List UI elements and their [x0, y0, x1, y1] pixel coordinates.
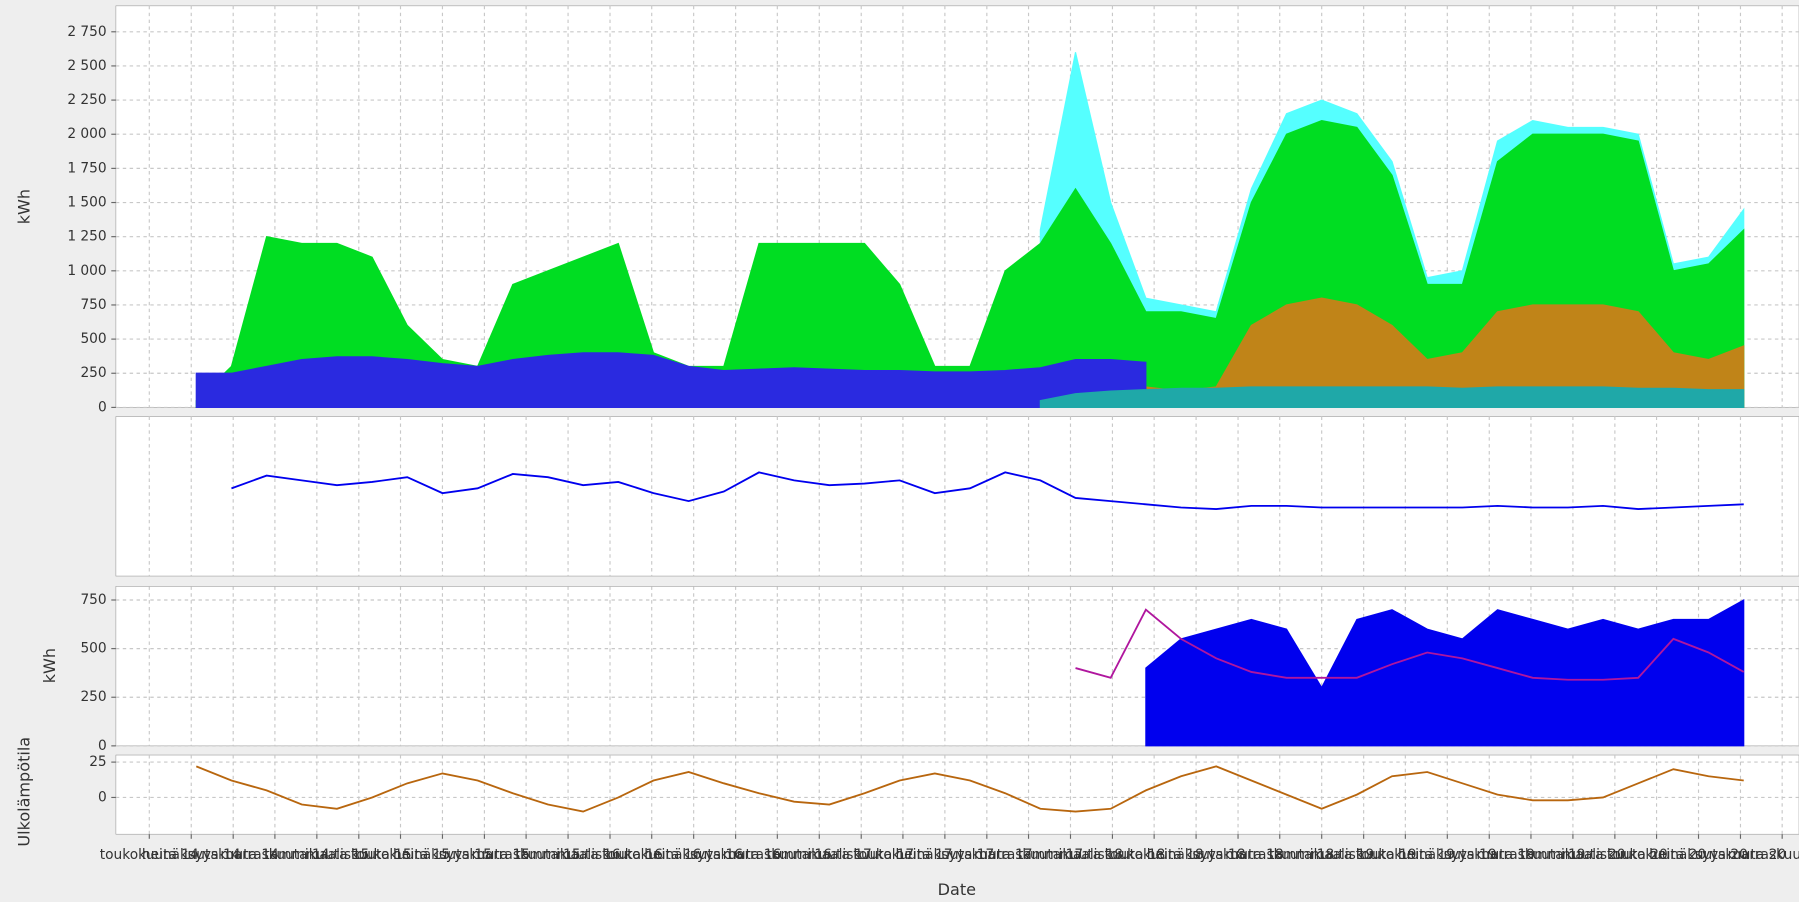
x-tick-label: marraskuuta 19 — [1476, 847, 1585, 863]
y-tick-label: 0 — [98, 399, 107, 415]
x-tick-label: tammikuuta 19 — [1269, 847, 1374, 863]
x-tick-label: toukokuuta 19 — [1356, 847, 1455, 863]
plot-area — [115, 754, 1799, 835]
x-tick-label: heinäkuuta 14 — [142, 847, 241, 863]
x-tick-label: syyskuuta 20 — [1695, 847, 1786, 863]
x-tick-label: marraskuuta 18 — [1225, 847, 1334, 863]
x-tick-label: maaliskuuta 19 — [1311, 847, 1417, 863]
x-tick-label: toukokuuta 15 — [351, 847, 450, 863]
x-tick-label: heinäkuuta 17 — [895, 847, 994, 863]
y-tick-label: 500 — [80, 331, 106, 347]
area — [1145, 599, 1745, 747]
x-tick-label: toukokuuta 20 — [1607, 847, 1706, 863]
x-tick-label: syyskuuta 17 — [941, 847, 1032, 863]
x-tick-label: heinäkuuta 19 — [1398, 847, 1497, 863]
y-axis-label: kWh — [40, 648, 59, 683]
line — [231, 471, 1744, 510]
y-tick-label: 1 750 — [67, 160, 106, 176]
y-tick-label: 750 — [80, 297, 106, 313]
x-tick-label: maaliskuuta 15 — [306, 847, 412, 863]
line — [1075, 608, 1745, 681]
x-tick-label: heinäkuuta 18 — [1147, 847, 1246, 863]
x-tick-label: tammikuuta 18 — [1018, 847, 1123, 863]
y-tick-label: 500 — [80, 641, 106, 657]
y-tick-label: 0 — [98, 738, 107, 754]
x-tick-label: tammikuuta 17 — [767, 847, 872, 863]
x-tick-label: heinäkuuta 15 — [393, 847, 492, 863]
x-tick-label: marraskuuta 16 — [723, 847, 832, 863]
x-tick-label: tammikuuta 15 — [264, 847, 369, 863]
x-tick-label: maaliskuuta 18 — [1060, 847, 1166, 863]
x-tick-label: marraskuuta 17 — [974, 847, 1083, 863]
y-tick-label: 1 250 — [67, 229, 106, 245]
y-tick-label: 2 750 — [67, 24, 106, 40]
plot-area — [115, 416, 1799, 577]
y-tick-label: 750 — [80, 592, 106, 608]
x-tick-label: maaliskuuta 20 — [1562, 847, 1668, 863]
y-tick-label: 25 — [89, 754, 106, 770]
x-tick-label: heinäkuuta 16 — [644, 847, 743, 863]
x-tick-label: marraskuuta 20 — [1728, 847, 1799, 863]
x-axis-label: Date — [938, 880, 976, 899]
x-tick-label: marraskuuta 15 — [472, 847, 581, 863]
x-tick-label: syyskuuta 19 — [1444, 847, 1535, 863]
x-tick-label: toukokuuta 16 — [602, 847, 701, 863]
y-tick-label: 250 — [80, 365, 106, 381]
y-axis-label: Ulkolämpötila — [15, 737, 34, 847]
x-tick-label: toukokuuta 18 — [1105, 847, 1204, 863]
y-tick-label: 2 250 — [67, 92, 106, 108]
x-tick-label: syyskuuta 18 — [1192, 847, 1283, 863]
y-tick-label: 1 500 — [67, 195, 106, 211]
x-tick-label: syyskuuta 16 — [690, 847, 781, 863]
y-tick-label: 1 000 — [67, 263, 106, 279]
x-tick-label: toukokuuta 17 — [853, 847, 952, 863]
x-tick-label: toukokuuta 14 — [100, 847, 199, 863]
area — [195, 352, 1147, 408]
area — [1039, 386, 1745, 408]
x-tick-label: tammikuuta 16 — [516, 847, 621, 863]
x-tick-label: heinäkuuta 20 — [1649, 847, 1748, 863]
x-tick-label: maaliskuuta 17 — [808, 847, 914, 863]
y-tick-label: 250 — [80, 689, 106, 705]
x-tick-label: marraskuuta 14 — [220, 847, 329, 863]
x-tick-label: tammikuuta 20 — [1520, 847, 1625, 863]
x-tick-label: maaliskuuta 16 — [557, 847, 663, 863]
x-tick-label: syyskuuta 15 — [439, 847, 530, 863]
y-axis-label: kWh — [15, 189, 34, 224]
y-tick-label: 2 000 — [67, 126, 106, 142]
y-tick-label: 0 — [98, 789, 107, 805]
y-tick-label: 2 500 — [67, 58, 106, 74]
line — [195, 765, 1744, 813]
x-tick-label: syyskuuta 14 — [188, 847, 279, 863]
